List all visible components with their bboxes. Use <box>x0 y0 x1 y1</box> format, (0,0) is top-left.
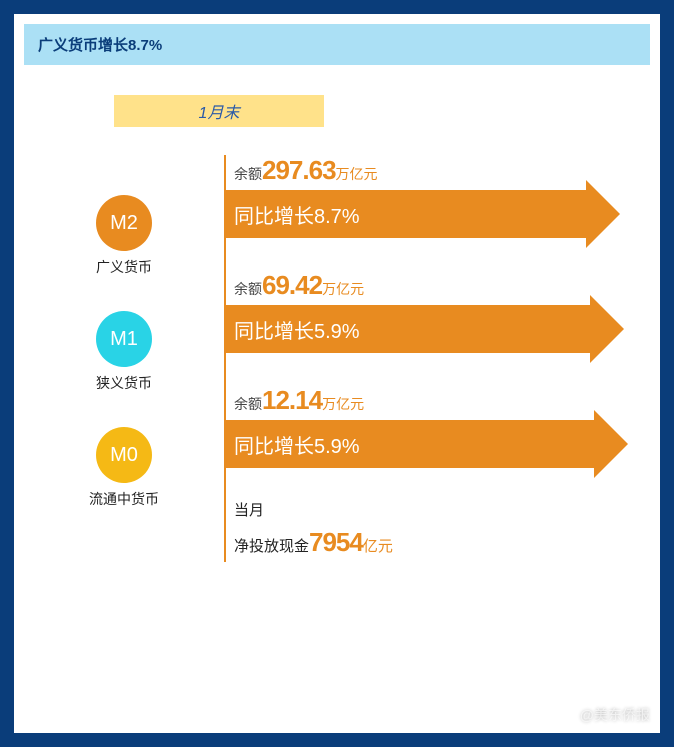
balance-prefix-2: 余额 <box>234 396 262 412</box>
arrow-head-icon-0 <box>586 180 620 248</box>
arrow-body-2: 同比增长5.9% <box>226 420 594 468</box>
balance-line-2: 余额12.14万亿元 <box>226 385 650 416</box>
balance-value-0: 297.63 <box>262 155 336 185</box>
footer-line2-unit: 亿元 <box>363 538 393 555</box>
right-column: 余额297.63万亿元 同比增长8.7% 余额69.42万亿元 同比增长5.9% <box>224 155 650 562</box>
header-bar: 广义货币增长8.7% <box>24 24 650 65</box>
month-tag-text: 1月末 <box>199 105 240 122</box>
circle-label-m2: 广义货币 <box>96 257 152 277</box>
balance-value-2: 12.14 <box>262 385 322 415</box>
arrow-0: 同比增长8.7% <box>226 190 650 238</box>
outer-frame: 广义货币增长8.7% 1月末 M2 广义货币 M1 狭义货币 M0 <box>0 0 674 747</box>
circle-m1: M1 <box>96 311 152 367</box>
circle-block-m2: M2 广义货币 <box>24 195 224 277</box>
footer-line1: 当月 <box>234 500 650 523</box>
circle-m2: M2 <box>96 195 152 251</box>
body-row: M2 广义货币 M1 狭义货币 M0 流通中货币 余额 <box>24 155 650 562</box>
arrow-group-1: 余额69.42万亿元 同比增长5.9% <box>226 270 650 353</box>
arrow-body-1: 同比增长5.9% <box>226 305 590 353</box>
content-area: 1月末 M2 广义货币 M1 狭义货币 M0 流通中货币 <box>14 75 660 733</box>
arrow-group-2: 余额12.14万亿元 同比增长5.9% <box>226 385 650 468</box>
circle-label-m1: 狭义货币 <box>96 373 152 393</box>
circle-block-m0: M0 流通中货币 <box>24 427 224 509</box>
footer-line2-prefix: 净投放现金 <box>234 538 309 555</box>
arrow-head-icon-1 <box>590 295 624 363</box>
circle-m0: M0 <box>96 427 152 483</box>
arrow-group-0: 余额297.63万亿元 同比增长8.7% <box>226 155 650 238</box>
footer-note: 当月 净投放现金7954亿元 <box>226 500 650 562</box>
footer-line2: 净投放现金7954亿元 <box>234 523 650 562</box>
footer-line2-value: 7954 <box>309 527 363 557</box>
arrow-head-icon-2 <box>594 410 628 478</box>
balance-prefix-0: 余额 <box>234 166 262 182</box>
header-title: 广义货币增长8.7% <box>38 34 636 55</box>
arrow-1: 同比增长5.9% <box>226 305 650 353</box>
balance-unit-2: 万亿元 <box>322 396 364 412</box>
circle-block-m1: M1 狭义货币 <box>24 311 224 393</box>
circle-label-m0: 流通中货币 <box>89 489 159 509</box>
balance-unit-1: 万亿元 <box>322 281 364 297</box>
main-panel: 广义货币增长8.7% 1月末 M2 广义货币 M1 狭义货币 M0 <box>14 14 660 733</box>
balance-prefix-1: 余额 <box>234 281 262 297</box>
month-tag: 1月末 <box>114 95 324 127</box>
balance-line-1: 余额69.42万亿元 <box>226 270 650 301</box>
balance-unit-0: 万亿元 <box>336 166 378 182</box>
arrow-body-0: 同比增长8.7% <box>226 190 586 238</box>
left-column: M2 广义货币 M1 狭义货币 M0 流通中货币 <box>24 155 224 562</box>
arrow-2: 同比增长5.9% <box>226 420 650 468</box>
balance-value-1: 69.42 <box>262 270 322 300</box>
